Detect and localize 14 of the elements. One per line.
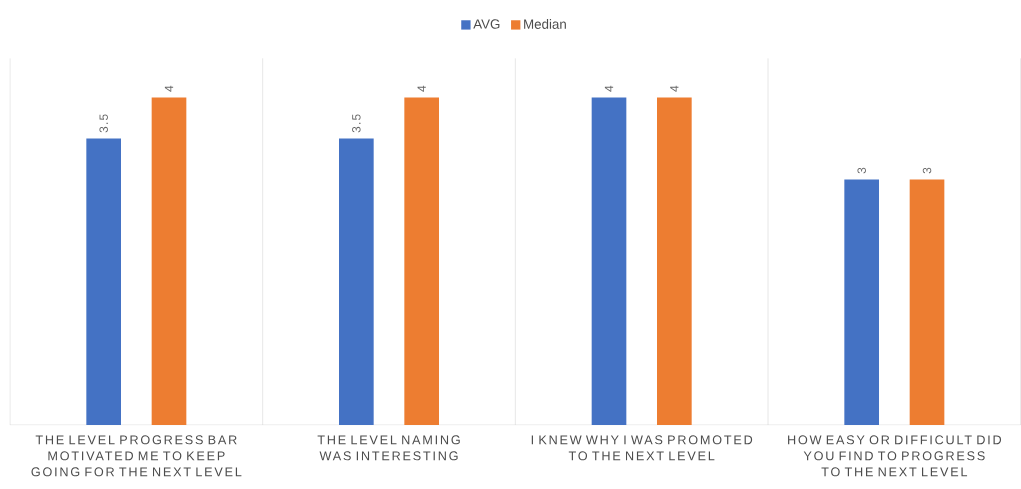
x-tick-label: I KNEW WHY I WAS PROMOTED TO THE NEXT LEVEL: [531, 435, 753, 461]
x-tick-label: THE LEVEL PROGRESS BAR MOTIVATED ME TO KEEP GOING FOR THE NEXT LEVEL: [31, 435, 242, 477]
x-tick-label: THE LEVEL NAMING WAS INTERESTING: [317, 435, 460, 461]
data-label: 3.5: [352, 114, 361, 133]
legend-label: AVG: [473, 19, 500, 29]
data-label: 4: [670, 85, 679, 92]
data-label: 4: [417, 85, 426, 92]
data-label: 3.5: [99, 114, 108, 133]
data-label: 3: [857, 167, 866, 174]
data-label: 3: [922, 167, 932, 174]
legend-label: Median: [524, 19, 566, 29]
data-label: 4: [164, 85, 174, 92]
x-tick-label: HOW EASY OR DIFFICULT DID YOU FIND TO PROGRESS TO THE NEXT LEVEL: [788, 435, 1002, 477]
data-label: 4: [604, 85, 614, 92]
